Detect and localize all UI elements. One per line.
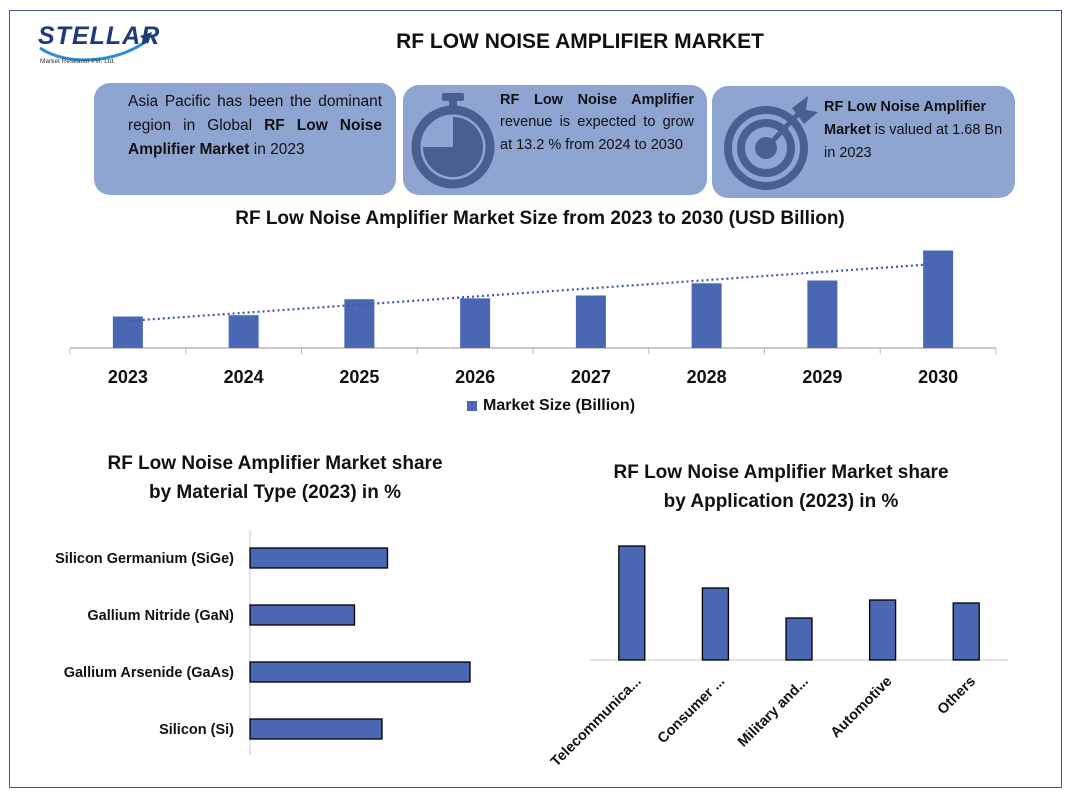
bar-2026 <box>460 298 491 348</box>
legend-label: Market Size (Billion) <box>483 397 636 414</box>
card-text: is valued at 1.68 Bn in 2023 <box>824 122 1003 162</box>
trend-line <box>127 262 939 323</box>
x-tick-label-2023: 2023 <box>108 367 148 387</box>
bar-2028 <box>691 283 722 348</box>
material-chart-title: RF Low Noise Amplifier Market share by M… <box>60 449 490 508</box>
card-bold-text: RF Low Noise Amplifier Market <box>824 99 987 139</box>
info-card-region: Asia Pacific has been the dominant regio… <box>94 83 396 195</box>
category-label-application-1: Consumer ... <box>655 674 728 747</box>
category-label-material-2: Gallium Arsenide (GaAs) <box>64 665 234 681</box>
logo-text: STELLAR <box>38 22 161 50</box>
target-arrow-icon <box>724 96 818 190</box>
card-text: Asia Pacific has been the dominant regio… <box>128 93 382 135</box>
logo-swoosh-icon <box>39 32 152 62</box>
bar-material-0 <box>249 547 389 569</box>
application-title-line-1: RF Low Noise Amplifier Market share <box>613 462 949 483</box>
application-chart-title: RF Low Noise Amplifier Market share by A… <box>566 458 996 517</box>
bar-2029 <box>807 280 838 348</box>
category-label-material-1: Gallium Nitride (GaN) <box>87 608 234 624</box>
bar-2030 <box>923 250 954 348</box>
bar-material-1 <box>249 604 356 626</box>
application-title-line-2: by Application (2023) in % <box>663 491 899 513</box>
card-bold-text: RF Low Noise Amplifier Market <box>128 117 382 159</box>
material-title-line-1: RF Low Noise Amplifier Market share <box>107 453 443 474</box>
x-tick-label-2026: 2026 <box>455 367 495 387</box>
market-size-legend: Market Size (Billion) <box>467 397 635 415</box>
bar-application-0 <box>618 545 646 661</box>
card-bold-text: RF Low Noise Amplifier <box>500 92 694 108</box>
x-tick-label-2029: 2029 <box>802 367 842 387</box>
bar-application-4 <box>952 602 980 661</box>
logo-subtitle: Market Research Pvt. Ltd. <box>40 58 116 65</box>
material-title-line-2: by Material Type (2023) in % <box>148 482 401 504</box>
bar-2027 <box>575 295 606 348</box>
category-label-application-0: Telecommunica... <box>548 674 645 771</box>
stopwatch-icon <box>411 93 495 189</box>
x-tick-label-2027: 2027 <box>571 367 611 387</box>
info-card-value: RF Low Noise Amplifier Market is valued … <box>712 86 1015 198</box>
category-label-material-3: Silicon (Si) <box>159 722 234 738</box>
category-label-material-0: Silicon Germanium (SiGe) <box>55 551 234 567</box>
bar-application-3 <box>868 599 897 661</box>
bar-material-2 <box>249 661 471 683</box>
x-tick-label-2025: 2025 <box>339 367 379 387</box>
bar-application-1 <box>701 587 730 661</box>
x-tick-label-2028: 2028 <box>687 367 727 387</box>
category-label-application-2: Military and... <box>735 674 812 751</box>
bar-2024 <box>228 315 259 348</box>
card-text-end: in 2023 <box>249 141 305 159</box>
bar-2025 <box>344 299 375 348</box>
card-text: revenue is expected to grow at 13.2 % fr… <box>500 114 694 153</box>
category-label-application-4: Others <box>935 674 979 718</box>
bar-material-3 <box>249 718 383 740</box>
bar-2023 <box>112 316 143 348</box>
page-title: RF LOW NOISE AMPLIFIER MARKET <box>396 30 764 53</box>
legend-swatch <box>467 401 477 411</box>
x-tick-label-2024: 2024 <box>224 367 264 387</box>
x-tick-label-2030: 2030 <box>918 367 958 387</box>
bar-application-2 <box>785 617 813 661</box>
stellar-logo: STELLAR Market Research Pvt. Ltd. <box>36 18 166 74</box>
category-label-application-3: Automotive <box>828 674 896 742</box>
market-size-chart-title: RF Low Noise Amplifier Market Size from … <box>235 208 845 229</box>
info-card-growth: RF Low Noise Amplifier revenue is expect… <box>403 85 707 195</box>
